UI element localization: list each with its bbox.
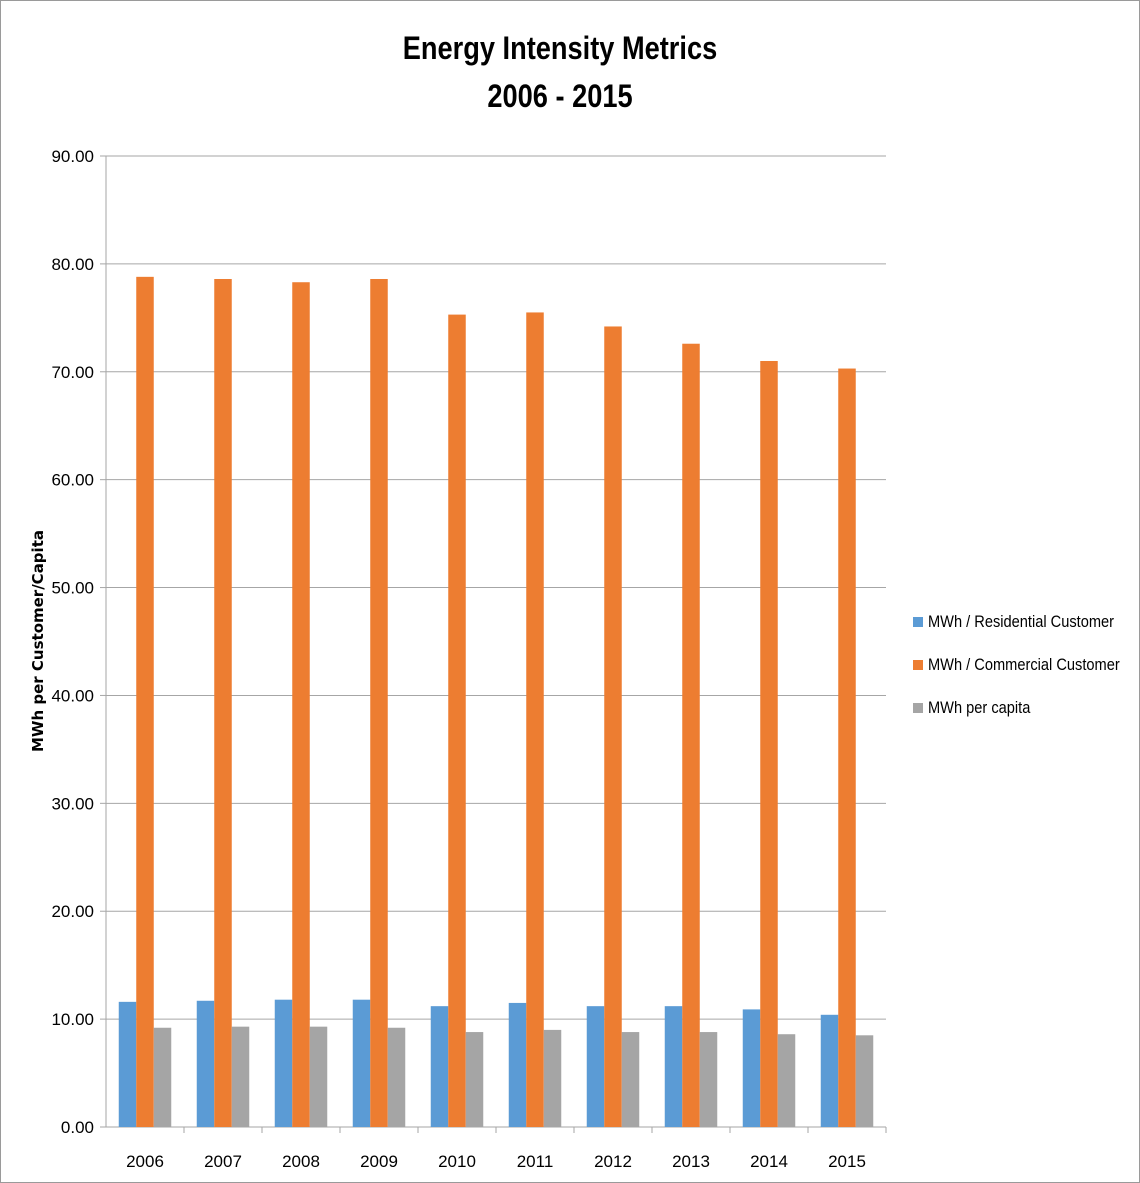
bar	[136, 276, 154, 1127]
bar	[448, 314, 466, 1127]
x-tick-label: 2009	[360, 1152, 398, 1171]
bar	[508, 1002, 527, 1127]
legend-label: MWh per capita	[928, 697, 1031, 717]
bar	[352, 999, 371, 1127]
bar	[309, 1026, 328, 1127]
chart-title-line-1: Energy Intensity Metrics	[402, 30, 718, 66]
legend-item: MWh / Residential Customer	[913, 600, 1138, 643]
bar	[742, 1009, 761, 1127]
y-tick-label: 60.00	[51, 471, 94, 490]
bar	[760, 360, 778, 1127]
bar	[196, 1000, 215, 1127]
y-tick-label: 40.00	[51, 686, 94, 705]
bar	[231, 1026, 250, 1127]
bar	[820, 1014, 839, 1127]
y-tick-label: 20.00	[51, 902, 94, 921]
x-tick-label: 2013	[672, 1152, 710, 1171]
x-tick-label: 2008	[282, 1152, 320, 1171]
legend-swatch	[913, 616, 923, 627]
bar	[526, 312, 544, 1127]
y-tick-label: 50.00	[51, 579, 94, 598]
bar	[465, 1032, 484, 1127]
bar	[543, 1029, 562, 1127]
x-tick-label: 2015	[828, 1152, 866, 1171]
bar	[430, 1006, 449, 1127]
y-tick-label: 30.00	[51, 794, 94, 813]
y-tick-label: 0.00	[61, 1118, 94, 1137]
bar	[153, 1027, 172, 1127]
bar	[292, 282, 310, 1128]
bar	[274, 999, 293, 1127]
bar	[855, 1035, 874, 1127]
x-tick-label: 2010	[438, 1152, 476, 1171]
legend-item: MWh per capita	[913, 686, 1138, 729]
x-tick-label: 2014	[750, 1152, 788, 1171]
y-tick-label: 10.00	[51, 1010, 94, 1029]
x-tick-label: 2007	[204, 1152, 242, 1171]
x-tick-label: 2006	[126, 1152, 164, 1171]
legend: MWh / Residential Customer MWh / Commerci…	[913, 600, 1138, 729]
x-tick-label: 2012	[594, 1152, 632, 1171]
y-tick-label: 90.00	[51, 147, 94, 166]
bar	[621, 1032, 640, 1127]
bar	[699, 1032, 718, 1127]
legend-swatch	[913, 702, 923, 713]
y-tick-label: 70.00	[51, 363, 94, 382]
bar	[387, 1027, 406, 1127]
legend-label: MWh / Residential Customer	[928, 611, 1115, 631]
bar	[682, 343, 700, 1127]
bar	[664, 1006, 683, 1127]
chart-title-line-2: 2006 - 2015	[487, 78, 633, 114]
y-tick-label: 80.00	[51, 255, 94, 274]
bar	[370, 278, 388, 1127]
bar	[586, 1006, 605, 1127]
chart-title: Energy Intensity Metrics 2006 - 2015	[229, 24, 892, 120]
legend-swatch	[913, 659, 923, 670]
bar	[118, 1001, 137, 1127]
bar	[777, 1034, 796, 1127]
bar	[214, 278, 232, 1127]
bar	[838, 368, 856, 1127]
legend-label: MWh / Commercial Customer	[928, 654, 1120, 674]
bar	[604, 326, 622, 1127]
legend-item: MWh / Commercial Customer	[913, 643, 1138, 686]
x-tick-label: 2011	[517, 1152, 554, 1171]
